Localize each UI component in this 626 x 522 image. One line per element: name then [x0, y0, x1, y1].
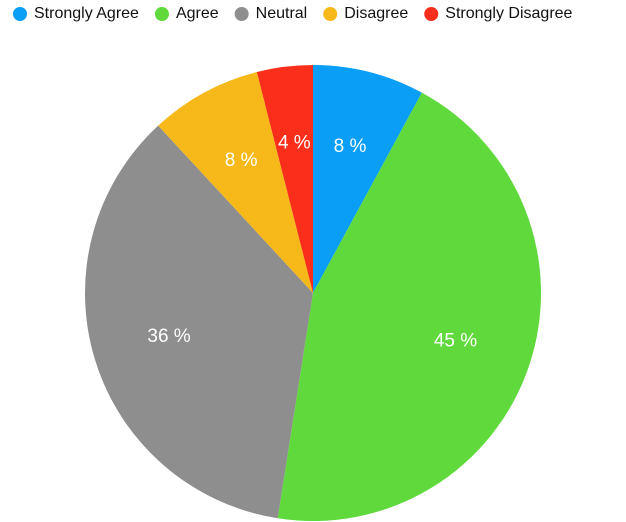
legend-marker — [234, 7, 249, 21]
legend-label: Strongly Agree — [34, 5, 139, 22]
legend-label: Strongly Disagree — [445, 5, 572, 22]
legend-marker — [424, 7, 439, 21]
pie-slice — [313, 65, 422, 293]
pie-slice — [256, 65, 313, 293]
slice-label: 8 % — [225, 150, 258, 171]
legend-marker — [323, 7, 338, 21]
pie-slice — [158, 72, 313, 293]
pie-slice — [277, 92, 542, 522]
slice-label: 36 % — [147, 326, 190, 347]
slice-label: 4 % — [278, 133, 311, 154]
legend-marker — [154, 7, 169, 21]
legend-label: Agree — [176, 5, 219, 22]
pie-slice — [84, 125, 314, 519]
slice-label: 45 % — [434, 330, 477, 351]
legend-marker — [13, 7, 27, 21]
legend-label: Neutral — [256, 5, 308, 22]
legend-label: Disagree — [344, 5, 408, 22]
slice-label: 8 % — [334, 136, 367, 157]
